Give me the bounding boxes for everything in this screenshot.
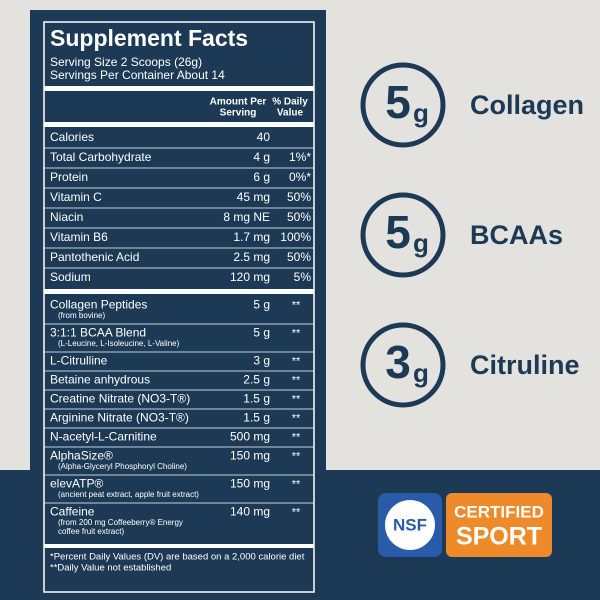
ingredient-amount: 1.5 g	[243, 411, 270, 425]
facts-title: Supplement Facts	[50, 25, 248, 51]
highlight-unit: g	[413, 98, 429, 128]
header-dv: Value	[277, 108, 304, 119]
ingredient-amount: 150 mg	[230, 449, 270, 463]
nutrient-name: Pantothenic Acid	[50, 250, 139, 264]
nutrient-dv: 50%	[287, 190, 311, 204]
ingredient-amount: 5 g	[253, 298, 270, 312]
nutrient-name: Sodium	[50, 270, 91, 284]
nutrient-dv: 50%	[287, 250, 311, 264]
nutrient-name: Protein	[50, 170, 88, 184]
ingredient-dv: **	[292, 478, 301, 490]
nutrient-amount: 8 mg NE	[223, 210, 270, 224]
badge-circle	[385, 500, 435, 550]
nutrient-dv: 100%	[280, 230, 311, 244]
nutrient-dv: 5%	[294, 270, 312, 284]
facts-panel	[30, 10, 326, 600]
ingredient-name: Creatine Nitrate (NO3-T®)	[50, 392, 190, 406]
ingredient-amount: 3 g	[253, 354, 270, 368]
ingredient-dv: **	[292, 506, 301, 518]
thick-rule	[44, 86, 314, 91]
ingredient-amount: 150 mg	[230, 477, 270, 491]
ingredient-note: coffee fruit extract)	[58, 527, 124, 536]
ingredient-note: (ancient peat extract, apple fruit extra…	[58, 490, 199, 499]
highlight-unit: g	[413, 358, 429, 388]
footnote: *Percent Daily Values (DV) are based on …	[50, 552, 305, 563]
ingredient-name: Caffeine	[50, 505, 95, 519]
ingredient-name: elevATP®	[50, 477, 103, 491]
serving-size: Serving Size 2 Scoops (26g)	[50, 55, 202, 69]
ingredient-dv: **	[292, 393, 301, 405]
ingredient-name: 3:1:1 BCAA Blend	[50, 326, 146, 340]
nutrient-dv: 50%	[287, 210, 311, 224]
ingredient-note: (Alpha-Glyceryl Phosphoryl Choline)	[58, 462, 187, 471]
ingredient-dv: **	[292, 450, 301, 462]
badge-line: CERTIFIED	[454, 502, 544, 521]
nutrient-amount: 6 g	[253, 170, 270, 184]
badge-line: SPORT	[456, 523, 542, 551]
highlight-number: 5	[385, 76, 411, 128]
ingredient-note: (from bovine)	[58, 311, 105, 320]
ingredient-name: Arginine Nitrate (NO3-T®)	[50, 411, 189, 425]
ingredient-dv: **	[292, 431, 301, 443]
highlight-circle	[360, 62, 446, 148]
ingredient-dv: **	[292, 299, 301, 311]
ingredient-amount: 2.5 g	[243, 373, 270, 387]
highlight-circle	[360, 322, 446, 408]
nutrient-name: Niacin	[50, 210, 83, 224]
highlight-label: BCAAs	[470, 220, 563, 250]
badge-orange	[446, 493, 552, 557]
header-amount: Amount Per	[210, 97, 267, 108]
ingredient-amount: 140 mg	[230, 505, 270, 519]
nutrient-name: Calories	[50, 130, 94, 144]
ingredient-name: Betaine anhydrous	[50, 373, 150, 387]
ingredient-dv: **	[292, 412, 301, 424]
nutrient-dv: 1%*	[289, 150, 311, 164]
ingredient-name: N-acetyl-L-Carnitine	[50, 430, 157, 444]
nutrient-name: Total Carbohydrate	[50, 150, 152, 164]
nutrient-name: Vitamin C	[50, 190, 102, 204]
highlight-unit: g	[413, 228, 429, 258]
nutrient-amount: 4 g	[253, 150, 270, 164]
nutrient-amount: 40	[257, 130, 271, 144]
ingredient-amount: 1.5 g	[243, 392, 270, 406]
ingredient-dv: **	[292, 374, 301, 386]
highlight-number: 3	[385, 336, 411, 388]
thick-rule	[44, 122, 314, 127]
facts-border	[43, 21, 315, 593]
nutrient-name: Vitamin B6	[50, 230, 108, 244]
thick-rule	[44, 289, 314, 294]
nutrient-dv: 0%*	[289, 170, 311, 184]
ingredient-dv: **	[292, 355, 301, 367]
badge-mark: NSF	[393, 515, 427, 534]
ingredient-name: Collagen Peptides	[50, 298, 147, 312]
nutrient-amount: 120 mg	[230, 270, 270, 284]
ingredient-dv: **	[292, 327, 301, 339]
ingredient-name: AlphaSize®	[50, 449, 113, 463]
footnote: **Daily Value not established	[50, 563, 171, 574]
servings-per-container: Servings Per Container About 14	[50, 68, 225, 82]
ingredient-amount: 500 mg	[230, 430, 270, 444]
ingredient-note: (L-Leucine, L-Isoleucine, L-Valine)	[58, 339, 180, 348]
thick-rule	[44, 544, 314, 548]
header-amount: Serving	[220, 108, 257, 119]
ingredient-amount: 5 g	[253, 326, 270, 340]
nutrient-amount: 45 mg	[237, 190, 270, 204]
highlight-number: 5	[385, 206, 411, 258]
ingredient-name: L-Citrulline	[50, 354, 108, 368]
highlight-label: Collagen	[470, 90, 584, 120]
highlight-circle	[360, 192, 446, 278]
badge: NSF CERTIFIED SPORT	[378, 493, 552, 557]
header-dv: % Daily	[272, 97, 308, 108]
highlight-label: Citruline	[470, 350, 580, 380]
nutrient-amount: 1.7 mg	[233, 230, 270, 244]
nutrient-amount: 2.5 mg	[233, 250, 270, 264]
ingredient-note: (from 200 mg Coffeeberry® Energy	[58, 518, 183, 527]
